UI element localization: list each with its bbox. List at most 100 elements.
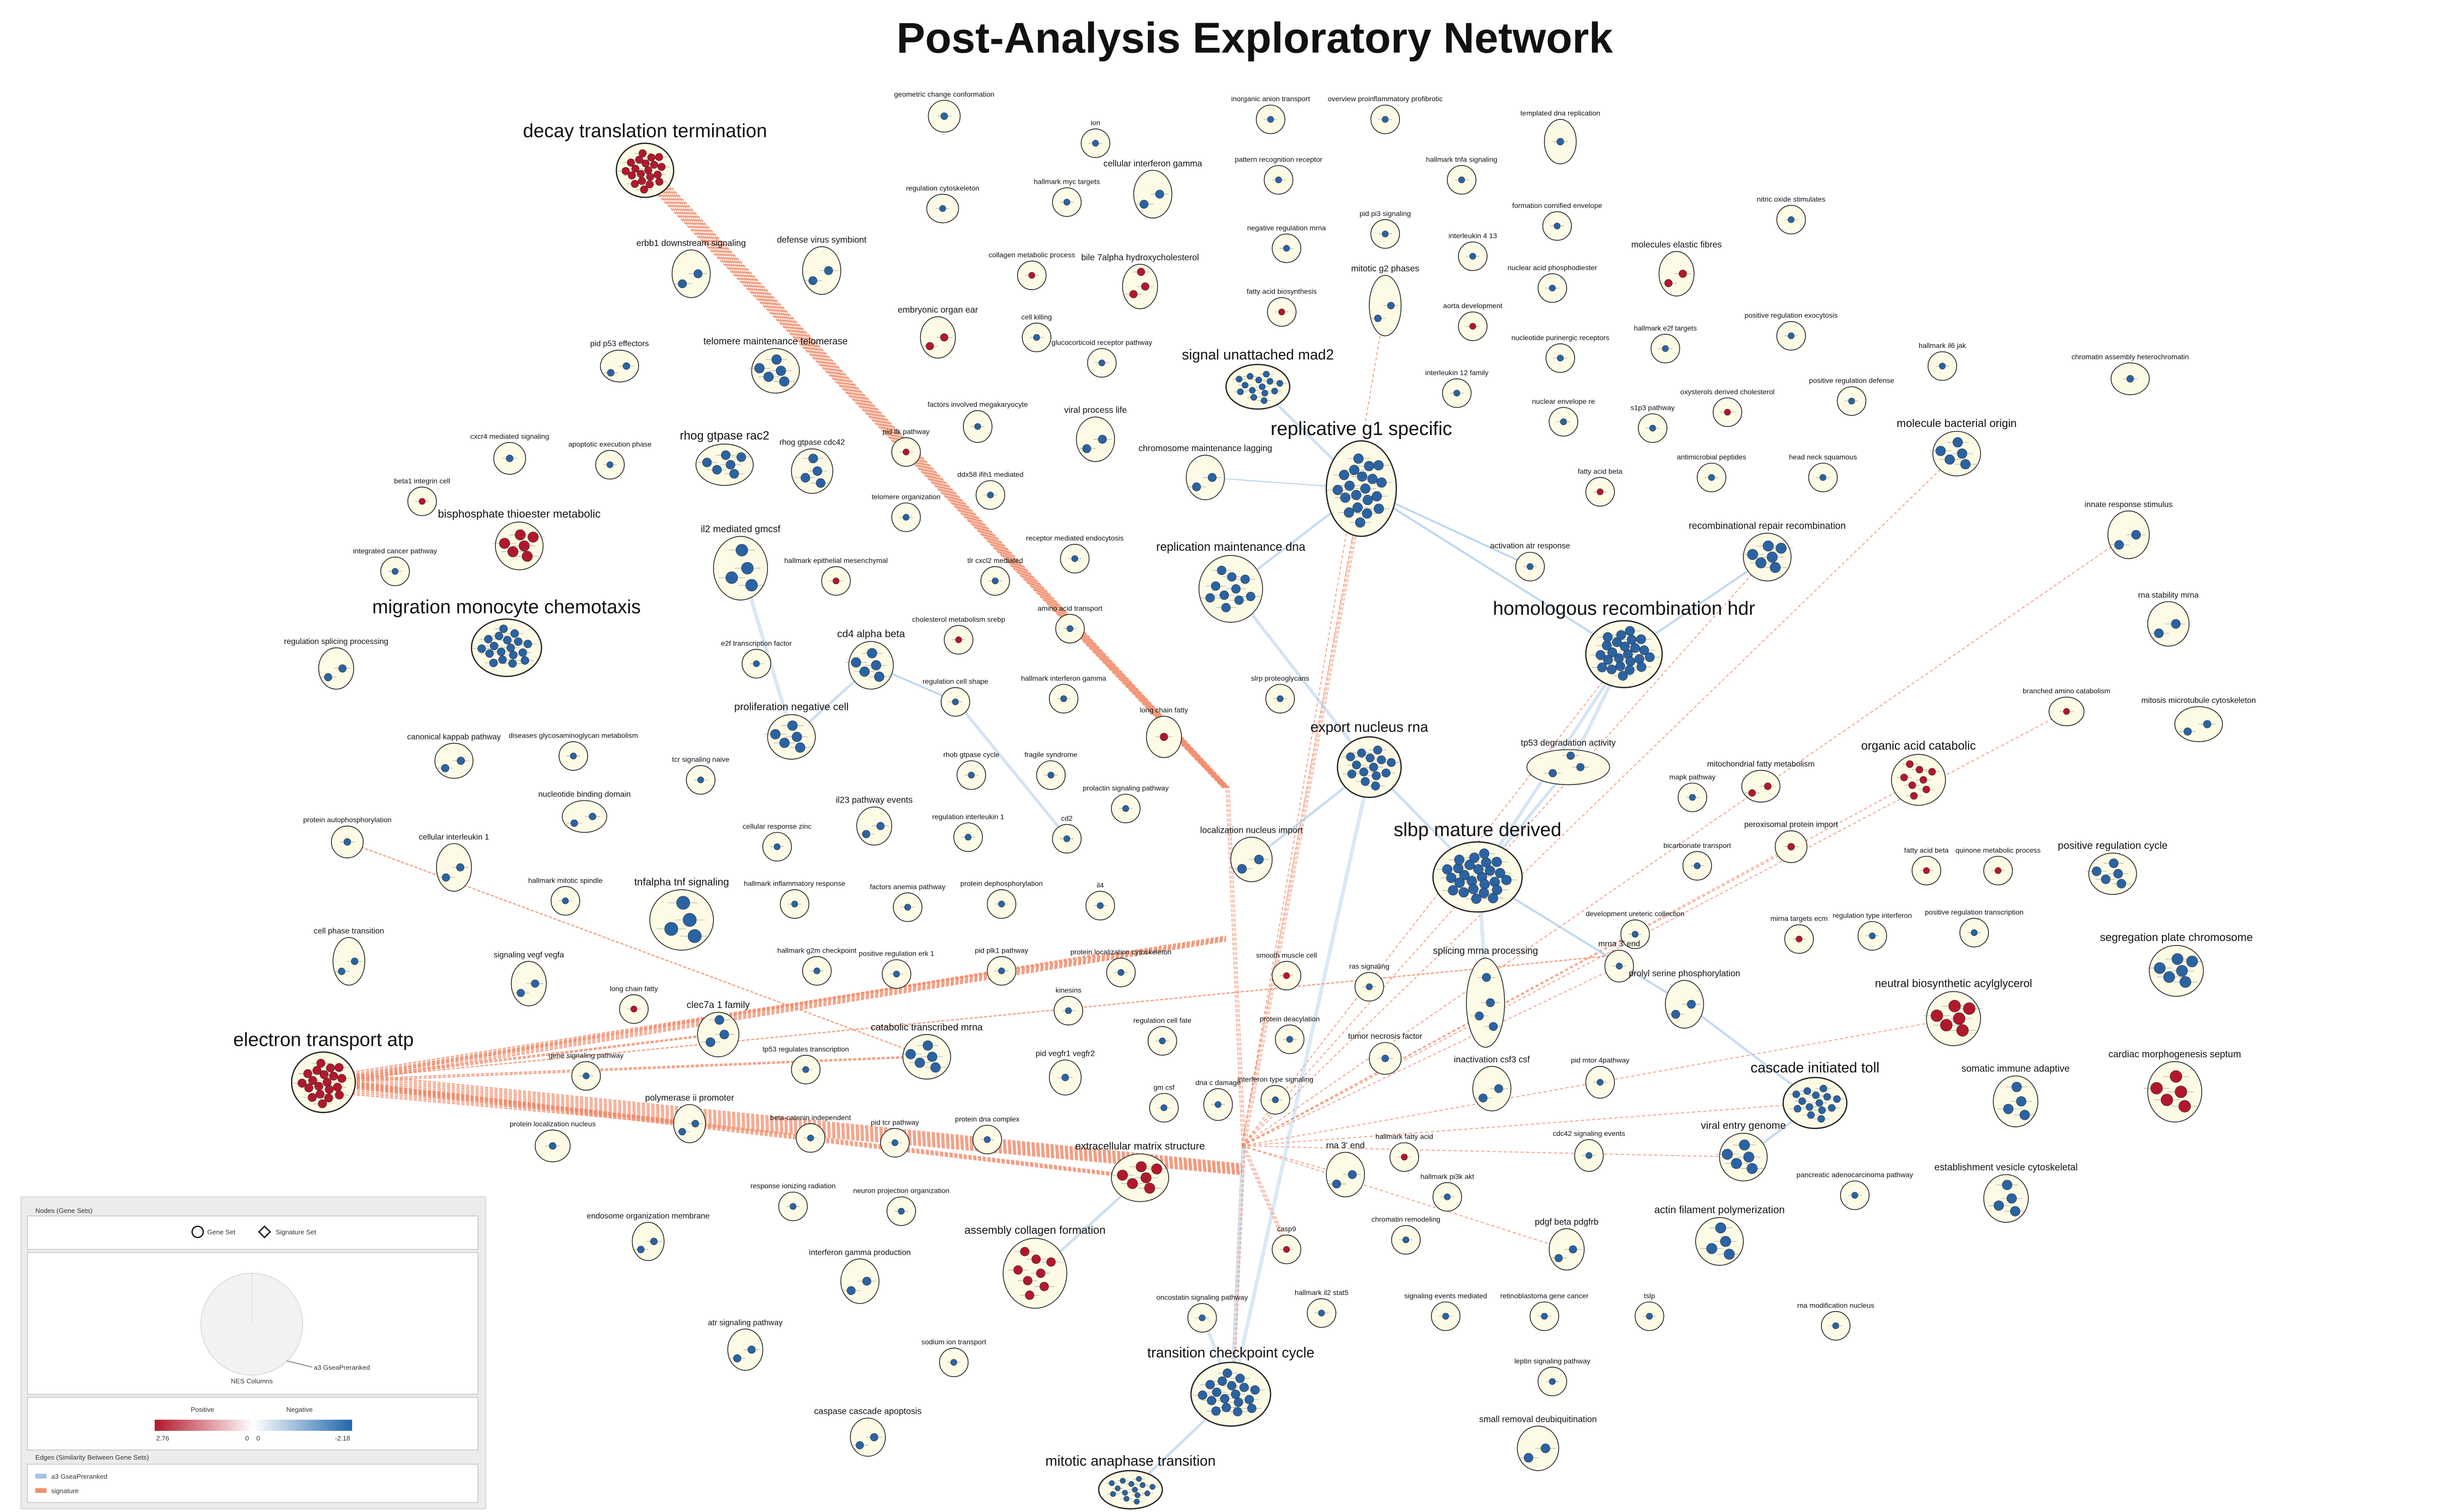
gene-set-node[interactable]: tumor necrosis factor (1348, 1032, 1423, 1075)
gene-set-node[interactable]: smooth muscle cell (1256, 952, 1317, 990)
gene-set-node[interactable]: slbp mature derived (1394, 819, 1562, 913)
gene-set-node[interactable]: organic acid catabolic (1861, 740, 1976, 806)
gene-set-node[interactable]: inorganic anion transport (1231, 95, 1310, 134)
gene-set-node[interactable]: quinone metabolic process (1955, 846, 2041, 886)
gene-set-node[interactable]: cd2 (1052, 815, 1082, 854)
gene-set-node[interactable]: pid p53 effectors (590, 340, 649, 383)
gene-set-node[interactable]: sodium ion transport (922, 1338, 987, 1378)
gene-set-node[interactable]: export nucleus rna (1310, 719, 1428, 798)
gene-set-node[interactable]: hallmark fatty acid (1375, 1133, 1433, 1172)
gene-set-node[interactable]: negative regulation mrna (1247, 224, 1326, 263)
gene-set-node[interactable]: oncostatin signaling pathway (1156, 1294, 1248, 1333)
gene-set-node[interactable]: response ionizing radiation (750, 1182, 835, 1221)
gene-set-node[interactable]: inactivation csf3 csf (1454, 1054, 1530, 1112)
gene-set-node[interactable]: regulation type interferon (1833, 912, 1912, 951)
gene-set-node[interactable]: caspase cascade apoptosis (814, 1406, 922, 1457)
gene-set-node[interactable]: hallmark il2 stat5 (1295, 1289, 1349, 1328)
gene-set-node[interactable]: head neck squamous (1789, 453, 1857, 492)
gene-set-node[interactable]: telomere maintenance telomerase (704, 336, 848, 394)
gene-set-node[interactable]: replicative g1 specific (1271, 418, 1452, 537)
gene-set-node[interactable]: defense virus symbiont (777, 235, 867, 295)
gene-set-node[interactable]: clec7a 1 family (687, 1000, 750, 1057)
gene-set-node[interactable]: localization nucleus import (1200, 825, 1303, 883)
gene-set-node[interactable]: retinoblastoma gene cancer (1500, 1292, 1589, 1331)
gene-set-node[interactable]: interferon gamma production (809, 1249, 911, 1304)
gene-set-node[interactable]: small removal deubiquitination (1479, 1414, 1597, 1471)
gene-set-node[interactable]: neuron projection organization (853, 1187, 949, 1226)
gene-set-node[interactable]: protein localization cytoskeleton (1071, 949, 1172, 987)
gene-set-node[interactable]: pid tcr pathway (871, 1119, 920, 1158)
gene-set-node[interactable]: fatty acid beta (1904, 846, 1949, 886)
gene-set-node[interactable]: transition checkpoint cycle (1147, 1345, 1314, 1427)
gene-set-node[interactable]: tnfalpha tnf signaling (634, 876, 729, 951)
gene-set-node[interactable]: bicarbonate transport (1663, 842, 1731, 881)
gene-set-node[interactable]: activation atr response (1490, 542, 1570, 582)
gene-set-node[interactable]: tp53 regulates transcription (762, 1045, 849, 1085)
gene-set-node[interactable]: electron transport atp (233, 1030, 413, 1113)
gene-set-node[interactable]: protein dephosphorylation (960, 880, 1043, 919)
gene-set-node[interactable]: aorta development (1443, 302, 1503, 341)
gene-set-node[interactable]: ras signaling (1349, 963, 1389, 1002)
gene-set-node[interactable]: polymerase ii promoter (645, 1093, 734, 1143)
gene-set-node[interactable]: hallmark e2f targets (1634, 324, 1697, 364)
gene-set-node[interactable]: rna stability mrna (2138, 591, 2199, 647)
gene-set-node[interactable]: recombinational repair recombination (1689, 521, 1846, 582)
gene-set-node[interactable]: receptor mediated endocytosis (1026, 535, 1123, 573)
gene-set-node[interactable]: cdc42 signaling events (1553, 1130, 1625, 1172)
gene-set-node[interactable]: dna c damage (1196, 1079, 1241, 1121)
gene-set-node[interactable]: rhog gtpase cdc42 (780, 439, 845, 494)
gene-set-node[interactable]: chromatin remodeling (1371, 1216, 1440, 1255)
gene-set-node[interactable]: bisphosphate thioester metabolic (438, 508, 601, 570)
gene-set-node[interactable]: s1p3 pathway (1631, 404, 1675, 443)
gene-set-node[interactable]: oxysterols derived cholesterol (1680, 388, 1775, 427)
gene-set-node[interactable]: positive regulation exocytosis (1744, 312, 1838, 351)
gene-set-node[interactable]: pid plk1 pathway (975, 947, 1029, 986)
gene-set-node[interactable]: leptin signaling pathway (1514, 1357, 1591, 1397)
gene-set-node[interactable]: nuclear acid phosphodiester (1508, 264, 1597, 303)
gene-set-node[interactable]: pid mtor 4pathway (1571, 1057, 1630, 1099)
gene-set-node[interactable]: geometric change conformation (894, 91, 995, 133)
gene-set-node[interactable]: hallmark pi3k akt (1421, 1173, 1474, 1212)
gene-set-node[interactable]: gm csf (1149, 1084, 1179, 1123)
gene-set-node[interactable]: signaling events mediated (1404, 1292, 1487, 1331)
gene-set-node[interactable]: nucleotide purinergic receptors (1511, 334, 1609, 373)
gene-set-node[interactable]: tslp (1635, 1292, 1664, 1331)
gene-set-node[interactable]: protein dna complex (955, 1115, 1019, 1155)
gene-set-node[interactable]: mapk pathway (1669, 773, 1716, 812)
gene-set-node[interactable]: antimicrobial peptides (1677, 453, 1746, 492)
gene-set-node[interactable]: interferon type signaling (1237, 1075, 1313, 1115)
gene-set-node[interactable]: pid ilk pathway (883, 428, 930, 467)
gene-set-node[interactable]: positive regulation defense (1809, 377, 1894, 416)
gene-set-node[interactable]: mitotic g2 phases (1351, 263, 1420, 336)
gene-set-node[interactable]: cellular interferon gamma (1103, 158, 1203, 219)
gene-set-node[interactable]: molecule bacterial origin (1896, 417, 2017, 476)
gene-set-node[interactable]: actin filament polymerization (1654, 1204, 1785, 1266)
gene-set-node[interactable]: cascade initiated toll (1750, 1060, 1879, 1129)
gene-set-node[interactable]: mrna 3' end (1598, 940, 1640, 983)
gene-set-node[interactable]: homologous recombination hdr (1493, 598, 1755, 688)
gene-set-node[interactable]: casp9 (1272, 1226, 1301, 1264)
gene-set-node[interactable]: segregation plate chromosome (2100, 931, 2253, 997)
gene-set-node[interactable]: cell phase transition (314, 927, 384, 986)
gene-set-node[interactable]: slrp proteoglycans (1251, 675, 1309, 713)
gene-set-node[interactable]: interleukin 12 family (1425, 369, 1489, 408)
gene-set-node[interactable]: apoptotic execution phase (569, 441, 652, 480)
gene-set-node[interactable]: pdgf beta pdgfrb (1535, 1216, 1599, 1271)
gene-set-node[interactable]: kinesins (1053, 986, 1083, 1026)
gene-set-node[interactable]: protein deacylation (1259, 1015, 1320, 1054)
gene-set-node[interactable]: neutral biosynthetic acylglycerol (1875, 977, 2032, 1046)
gene-set-node[interactable]: mirna targets ecm (1771, 915, 1828, 954)
gene-set-node[interactable]: pid vegfr1 vegfr2 (1035, 1050, 1095, 1096)
gene-set-node[interactable]: canonical kappab pathway (407, 733, 501, 779)
gene-set-node[interactable]: signal unattached mad2 (1182, 347, 1334, 410)
gene-set-node[interactable]: long chain fatty (1140, 706, 1188, 758)
gene-set-node[interactable]: atr signaling pathway (708, 1319, 783, 1371)
gene-set-node[interactable]: replication maintenance dna (1156, 541, 1306, 623)
gene-set-node[interactable]: nuclear envelope re (1532, 398, 1595, 437)
gene-set-node[interactable]: tlr cxcl2 mediated (967, 557, 1023, 596)
gene-set-node[interactable]: hallmark myc targets (1034, 178, 1100, 217)
gene-set-node[interactable]: diseases glycosaminoglycan metabolism (509, 732, 638, 771)
gene-set-node[interactable]: templated dna replication (1520, 110, 1600, 165)
gene-set-node[interactable]: overview proinflammatory profibrotic (1328, 95, 1443, 134)
gene-set-node[interactable]: establishment vesicle cytoskeletal (1934, 1163, 2078, 1223)
